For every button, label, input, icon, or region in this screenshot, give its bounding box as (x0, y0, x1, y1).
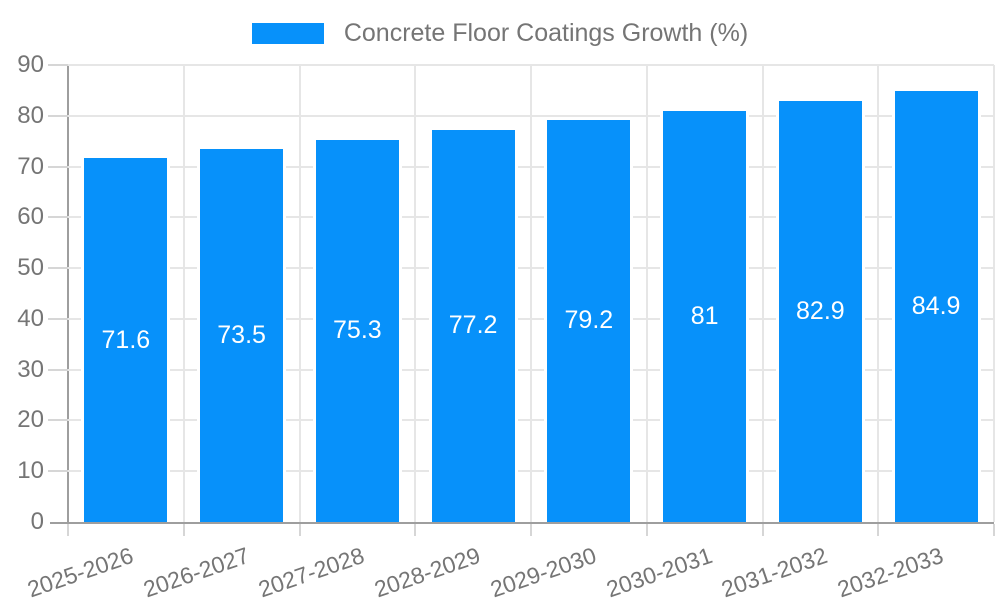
bar[interactable]: 84.9 (891, 90, 981, 522)
x-axis-label: 2031-2032 (718, 542, 831, 600)
y-axis-tick (48, 317, 68, 320)
x-axis-line (50, 522, 994, 524)
y-axis-tick (48, 64, 68, 66)
bar[interactable]: 75.3 (312, 139, 402, 522)
v-gridline (993, 65, 995, 522)
x-axis-label: 2025-2026 (23, 542, 137, 600)
v-gridline (877, 65, 880, 522)
x-axis-tick (761, 524, 764, 536)
x-axis-tick (182, 524, 185, 536)
y-axis-tick (48, 165, 68, 168)
x-axis-tick (993, 524, 995, 536)
x-axis-label: 2032-2033 (834, 542, 947, 600)
bar-value-label: 82.9 (796, 297, 845, 326)
bar-value-label: 79.2 (564, 306, 614, 335)
y-axis-label: 0 (30, 508, 44, 535)
y-axis-tick (48, 419, 68, 422)
y-axis-label: 40 (17, 304, 44, 332)
bar-value-label: 75.3 (333, 316, 382, 345)
y-axis-tick (48, 216, 68, 219)
y-axis-tick (48, 470, 68, 473)
bar-value-label: 71.6 (101, 325, 151, 354)
bar[interactable]: 77.2 (428, 129, 518, 522)
x-axis-tick (877, 524, 880, 536)
y-axis-label: 50 (17, 254, 44, 282)
x-axis-label: 2026-2027 (139, 542, 253, 600)
bar[interactable]: 73.5 (197, 148, 287, 522)
bar-value-label: 81 (690, 301, 719, 330)
y-axis-tick (48, 267, 68, 270)
bar[interactable]: 82.9 (775, 101, 865, 522)
x-axis-tick (414, 524, 417, 536)
v-gridline (645, 65, 648, 522)
y-axis-label: 20 (17, 406, 44, 434)
bar-value-label: 84.9 (911, 291, 961, 320)
v-gridline (414, 65, 417, 522)
bar-value-label: 77.2 (448, 311, 498, 340)
v-gridline (530, 65, 532, 522)
y-axis-label: 30 (17, 355, 44, 383)
x-axis-label: 2029-2030 (486, 542, 600, 600)
bar-value-label: 73.5 (217, 320, 266, 349)
x-axis-tick (298, 524, 301, 536)
x-axis-label: 2028-2029 (371, 542, 484, 600)
bar[interactable]: 81 (660, 110, 750, 522)
y-axis-label: 60 (17, 203, 44, 231)
y-axis-tick (48, 114, 68, 117)
legend-label: Concrete Floor Coatings Growth (%) (343, 18, 749, 47)
legend[interactable]: Concrete Floor Coatings Growth (%) (0, 18, 1000, 47)
x-axis-tick (67, 524, 69, 536)
x-axis-tick (530, 524, 532, 536)
legend-swatch (251, 22, 324, 44)
v-gridline (761, 65, 764, 522)
bar[interactable]: 71.6 (81, 158, 171, 522)
y-axis-label: 10 (17, 457, 44, 485)
y-axis-tick (48, 368, 68, 371)
x-axis-label: 2030-2031 (602, 542, 716, 600)
v-gridline (298, 65, 301, 522)
v-gridline (182, 65, 185, 522)
bar[interactable]: 79.2 (544, 119, 634, 522)
y-axis-line (67, 65, 69, 524)
x-axis-label: 2027-2028 (255, 542, 368, 600)
y-axis-label: 80 (17, 101, 44, 129)
y-axis-label: 70 (17, 152, 44, 180)
y-axis-label: 90 (17, 51, 44, 78)
x-axis-tick (645, 524, 648, 536)
